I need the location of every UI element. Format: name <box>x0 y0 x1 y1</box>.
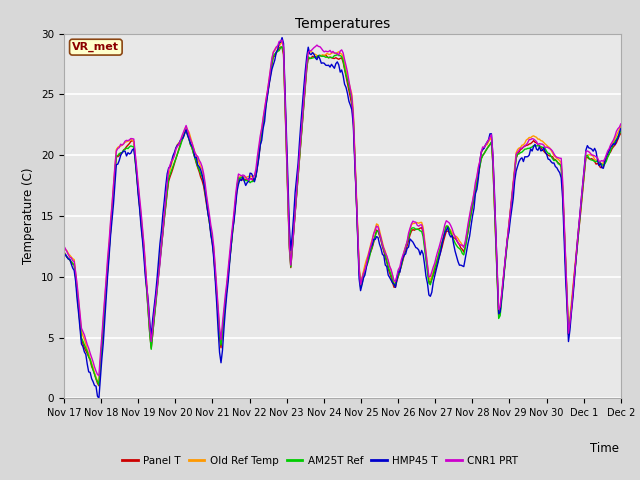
Y-axis label: Temperature (C): Temperature (C) <box>22 168 35 264</box>
AM25T Ref <box>460 252 468 258</box>
AM25T Ref <box>278 44 286 49</box>
CNR1 PRT <box>60 243 68 249</box>
Panel T <box>349 118 357 123</box>
Panel T <box>276 44 284 50</box>
Old Ref Temp <box>98 340 106 346</box>
CNR1 PRT <box>95 373 103 379</box>
Old Ref Temp <box>616 127 623 132</box>
Title: Temperatures: Temperatures <box>295 17 390 31</box>
X-axis label: Time: Time <box>589 442 619 455</box>
AM25T Ref <box>543 149 550 155</box>
Old Ref Temp <box>349 108 357 114</box>
Old Ref Temp <box>617 123 625 129</box>
HMP45 T <box>460 264 468 269</box>
HMP45 T <box>278 35 286 40</box>
AM25T Ref <box>616 132 623 137</box>
Old Ref Temp <box>543 143 550 148</box>
Panel T <box>98 342 106 348</box>
Old Ref Temp <box>460 244 468 250</box>
CNR1 PRT <box>617 121 625 127</box>
Legend: Panel T, Old Ref Temp, AM25T Ref, HMP45 T, CNR1 PRT: Panel T, Old Ref Temp, AM25T Ref, HMP45 … <box>118 452 522 470</box>
Panel T <box>617 131 625 136</box>
AM25T Ref <box>98 342 106 348</box>
Line: CNR1 PRT: CNR1 PRT <box>64 40 621 376</box>
Text: VR_met: VR_met <box>72 42 119 52</box>
HMP45 T <box>79 344 87 349</box>
CNR1 PRT <box>79 329 87 335</box>
Old Ref Temp <box>79 333 87 338</box>
AM25T Ref <box>349 114 357 120</box>
CNR1 PRT <box>460 244 468 250</box>
HMP45 T <box>349 122 357 128</box>
Panel T <box>60 249 68 254</box>
AM25T Ref <box>95 382 103 388</box>
Panel T <box>543 151 550 157</box>
AM25T Ref <box>60 250 68 256</box>
CNR1 PRT <box>98 334 106 340</box>
Line: Panel T: Panel T <box>64 47 621 386</box>
CNR1 PRT <box>349 113 357 119</box>
HMP45 T <box>617 126 625 132</box>
HMP45 T <box>616 130 623 136</box>
HMP45 T <box>95 396 103 401</box>
Panel T <box>79 341 87 347</box>
Panel T <box>616 133 623 139</box>
AM25T Ref <box>79 338 87 344</box>
Panel T <box>460 249 468 255</box>
Old Ref Temp <box>278 39 286 45</box>
AM25T Ref <box>617 128 625 133</box>
HMP45 T <box>98 357 106 362</box>
CNR1 PRT <box>616 124 623 130</box>
CNR1 PRT <box>543 144 550 150</box>
CNR1 PRT <box>278 37 286 43</box>
Line: HMP45 T: HMP45 T <box>64 37 621 398</box>
Panel T <box>95 383 103 389</box>
HMP45 T <box>543 152 550 157</box>
HMP45 T <box>60 254 68 260</box>
Line: AM25T Ref: AM25T Ref <box>64 47 621 385</box>
Line: Old Ref Temp: Old Ref Temp <box>64 42 621 383</box>
Old Ref Temp <box>95 380 103 385</box>
Old Ref Temp <box>60 244 68 250</box>
